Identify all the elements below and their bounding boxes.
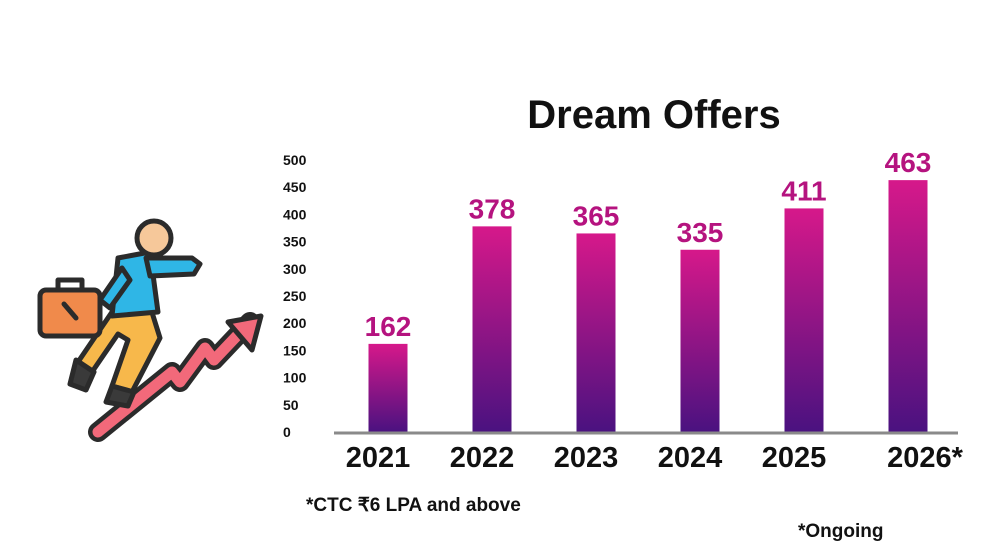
bar: [680, 249, 720, 432]
y-tick-label: 50: [283, 397, 299, 413]
footnote-ctc: *CTC ₹6 LPA and above: [306, 495, 521, 516]
x-tick-label: 2026*: [887, 442, 964, 474]
data-label: 162: [365, 311, 412, 342]
data-label: 365: [573, 200, 620, 231]
y-tick-label: 400: [283, 206, 307, 222]
footnote-ongoing: *Ongoing: [798, 521, 883, 542]
bar: [472, 226, 512, 432]
x-tick-label: 2025: [762, 442, 827, 474]
y-tick-label: 350: [283, 234, 307, 250]
x-tick-label: 2022: [450, 442, 515, 474]
y-tick-label: 0: [283, 424, 291, 440]
bar: [888, 180, 928, 432]
y-tick-label: 250: [283, 288, 307, 304]
y-tick-label: 300: [283, 261, 307, 277]
y-tick-label: 450: [283, 179, 307, 195]
bar: [784, 208, 824, 432]
bars: 162 378 365 335 411 463: [365, 147, 932, 432]
x-tick-label: 2024: [658, 442, 723, 474]
y-tick-label: 200: [283, 315, 307, 331]
chart-title: Dream Offers: [527, 93, 780, 137]
y-tick-label: 500: [283, 152, 307, 168]
data-label: 378: [469, 193, 516, 224]
x-axis-ticks: 2021 2022 2023 2024 2025 2026*: [346, 442, 964, 474]
x-tick-label: 2021: [346, 442, 411, 474]
bar: [368, 343, 408, 432]
bar: [576, 233, 616, 432]
data-label: 335: [677, 217, 724, 248]
y-axis-ticks: 0 50 100 150 200 250 300 350 400 450 500: [283, 152, 307, 440]
businessman-climbing-growth-arrow-icon: [37, 218, 264, 442]
data-label: 463: [885, 147, 932, 178]
y-tick-label: 150: [283, 342, 307, 358]
x-tick-label: 2023: [554, 442, 619, 474]
y-tick-label: 100: [283, 370, 307, 386]
data-label: 411: [781, 175, 826, 206]
